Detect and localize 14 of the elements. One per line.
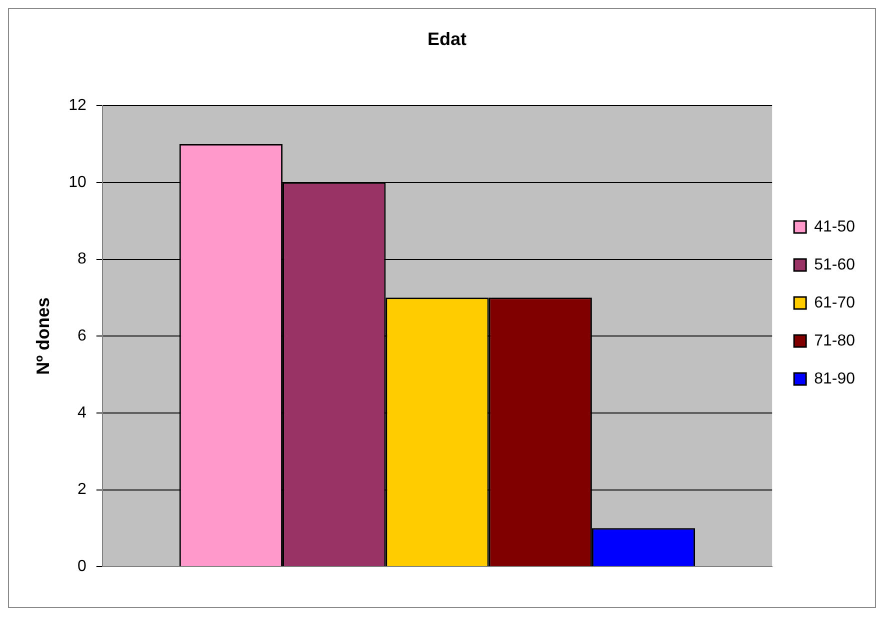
y-axis-title: Nº dones [32, 297, 53, 375]
legend-label: 41-50 [814, 218, 856, 236]
legend-label: 71-80 [814, 332, 856, 350]
y-tick-label: 6 [77, 328, 86, 345]
y-tick-label: 10 [68, 174, 86, 191]
legend-label: 81-90 [814, 370, 856, 388]
y-tick-label: 8 [77, 250, 86, 268]
y-tick-label: 0 [77, 558, 86, 576]
legend-label: 51-60 [814, 256, 856, 274]
legend-label: 61-70 [814, 294, 856, 312]
y-tick-label: 2 [77, 481, 86, 498]
y-tick-label: 12 [68, 97, 86, 114]
chart-title: Edat [427, 28, 467, 49]
y-tick-label: 4 [77, 404, 86, 422]
